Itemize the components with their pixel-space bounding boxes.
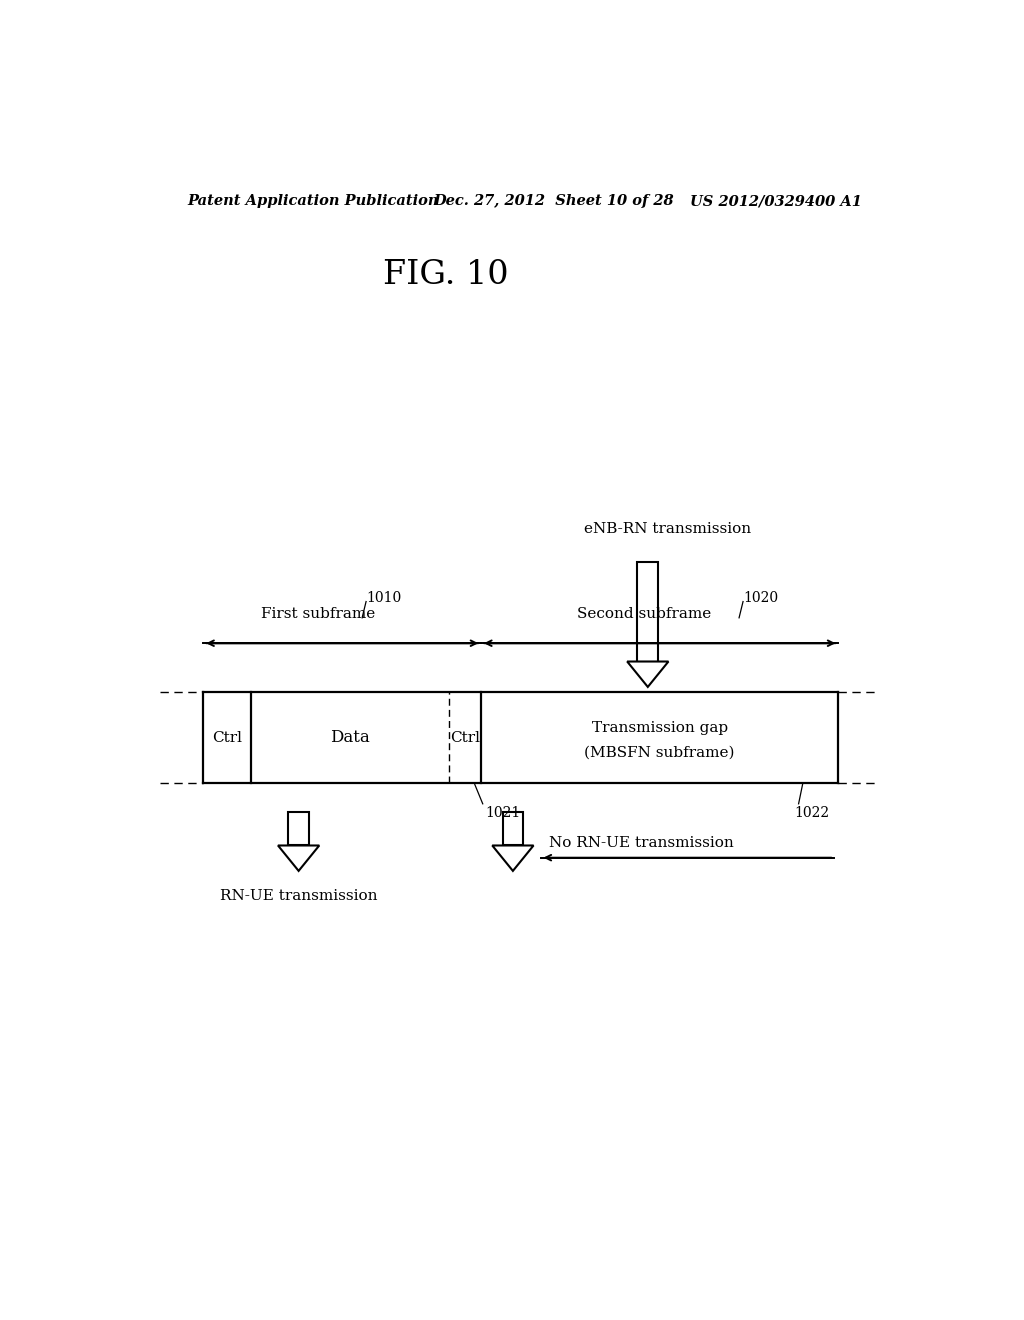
Text: 1020: 1020	[743, 590, 778, 605]
Text: RN-UE transmission: RN-UE transmission	[220, 890, 378, 903]
Bar	[289, 812, 309, 846]
Text: Patent Application Publication: Patent Application Publication	[187, 194, 439, 209]
Text: Second subframe: Second subframe	[577, 607, 711, 620]
Polygon shape	[278, 846, 319, 871]
Text: 1021: 1021	[485, 805, 520, 820]
Text: (MBSFN subframe): (MBSFN subframe)	[585, 746, 735, 760]
Polygon shape	[493, 846, 534, 871]
Text: Transmission gap: Transmission gap	[592, 721, 728, 735]
Text: Dec. 27, 2012  Sheet 10 of 28: Dec. 27, 2012 Sheet 10 of 28	[433, 194, 674, 209]
Bar	[503, 812, 523, 846]
Text: Ctrl: Ctrl	[451, 731, 480, 744]
Text: 1010: 1010	[367, 590, 401, 605]
Text: No RN-UE transmission: No RN-UE transmission	[549, 836, 733, 850]
Text: eNB-RN transmission: eNB-RN transmission	[584, 523, 752, 536]
Text: First subframe: First subframe	[261, 607, 376, 620]
Polygon shape	[627, 661, 669, 686]
Text: Data: Data	[331, 729, 370, 746]
Text: FIG. 10: FIG. 10	[383, 259, 508, 292]
Bar	[638, 562, 658, 661]
Text: 1022: 1022	[795, 805, 829, 820]
Text: US 2012/0329400 A1: US 2012/0329400 A1	[690, 194, 862, 209]
Text: Ctrl: Ctrl	[212, 731, 243, 744]
